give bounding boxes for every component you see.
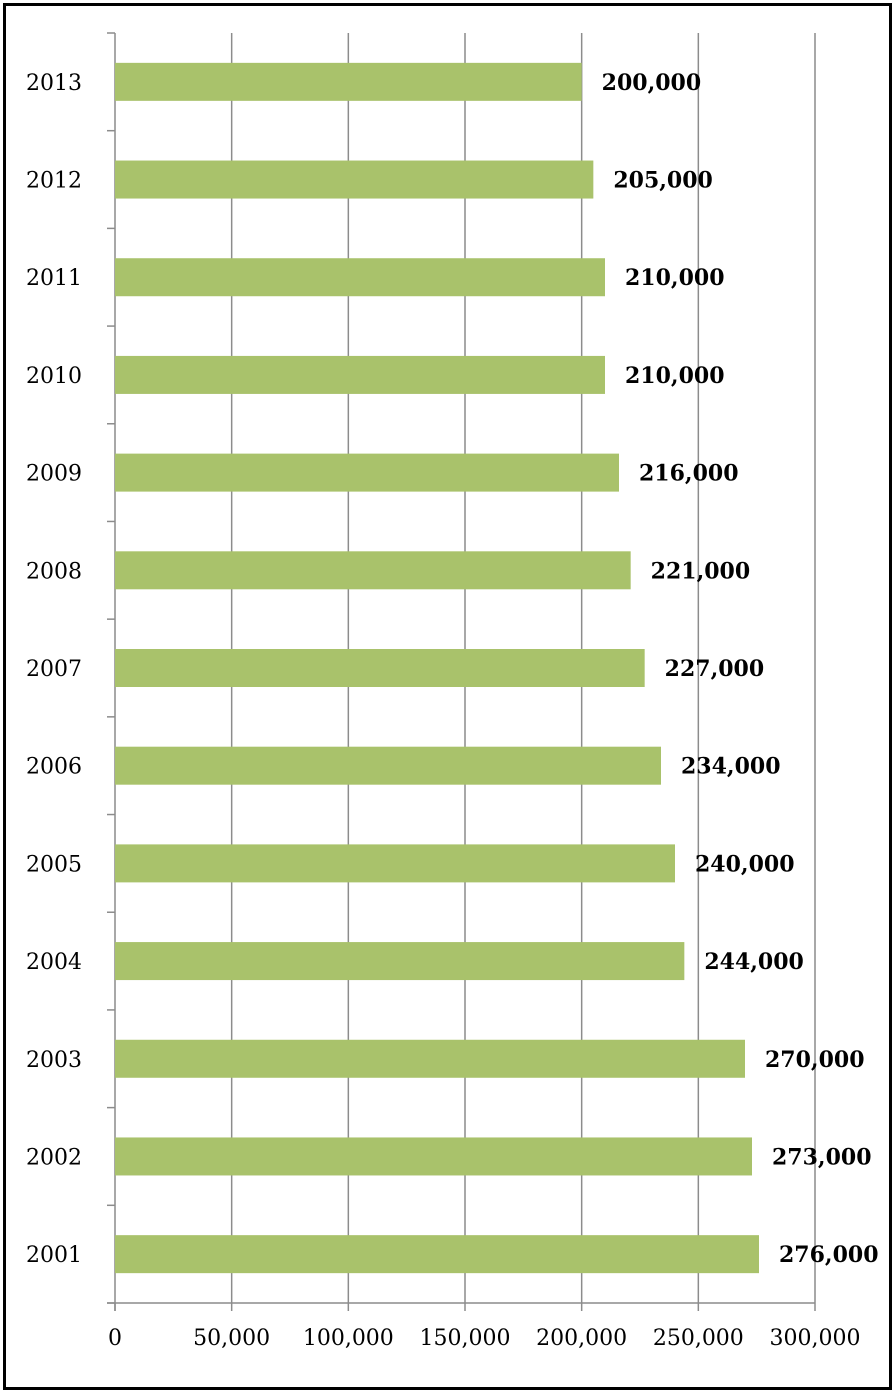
y-tick-label: 2009 [26,462,82,487]
data-label: 240,000 [695,851,795,877]
bar-2001 [115,1235,759,1274]
bar-2011 [115,258,605,297]
x-tick-label: 250,000 [653,1326,744,1351]
x-tick-label: 50,000 [193,1326,270,1351]
bar-2008 [115,551,631,590]
x-tick-label: 200,000 [536,1326,627,1351]
x-tick-label: 100,000 [303,1326,394,1351]
bar-2004 [115,942,685,981]
bar-2003 [115,1039,745,1078]
y-tick-label: 2007 [26,657,82,682]
y-tick-label: 2003 [26,1048,82,1073]
data-label: 234,000 [681,754,781,780]
bar-2006 [115,746,661,785]
data-label: 221,000 [651,558,751,584]
y-tick-label: 2005 [26,852,82,877]
data-label: 205,000 [613,168,713,194]
y-tick-label: 2006 [26,755,82,780]
bar-2005 [115,844,675,883]
x-tick-label: 0 [108,1326,122,1351]
y-tick-label: 2002 [26,1145,82,1170]
y-tick-label: 2004 [26,950,82,975]
data-label: 210,000 [625,363,725,389]
x-tick-label: 300,000 [770,1326,861,1351]
data-label: 270,000 [765,1047,865,1073]
x-tick-label: 150,000 [420,1326,511,1351]
bar-2009 [115,453,619,492]
bar-2007 [115,649,645,687]
data-label: 244,000 [704,949,804,975]
y-tick-label: 2001 [26,1243,82,1268]
y-tick-label: 2010 [26,364,82,389]
data-label: 216,000 [639,461,739,487]
bar-2012 [115,160,594,199]
data-label: 210,000 [625,265,725,291]
y-tick-label: 2012 [26,169,82,194]
data-label: 200,000 [602,70,702,96]
y-tick-label: 2011 [26,266,82,291]
y-tick-label: 2013 [26,71,82,96]
bar-2010 [115,355,605,394]
bar-2002 [115,1137,752,1176]
data-label: 227,000 [665,656,765,682]
data-label: 276,000 [779,1242,879,1268]
bar-2013 [115,62,582,101]
y-tick-label: 2008 [26,559,82,584]
data-label: 273,000 [772,1144,872,1170]
